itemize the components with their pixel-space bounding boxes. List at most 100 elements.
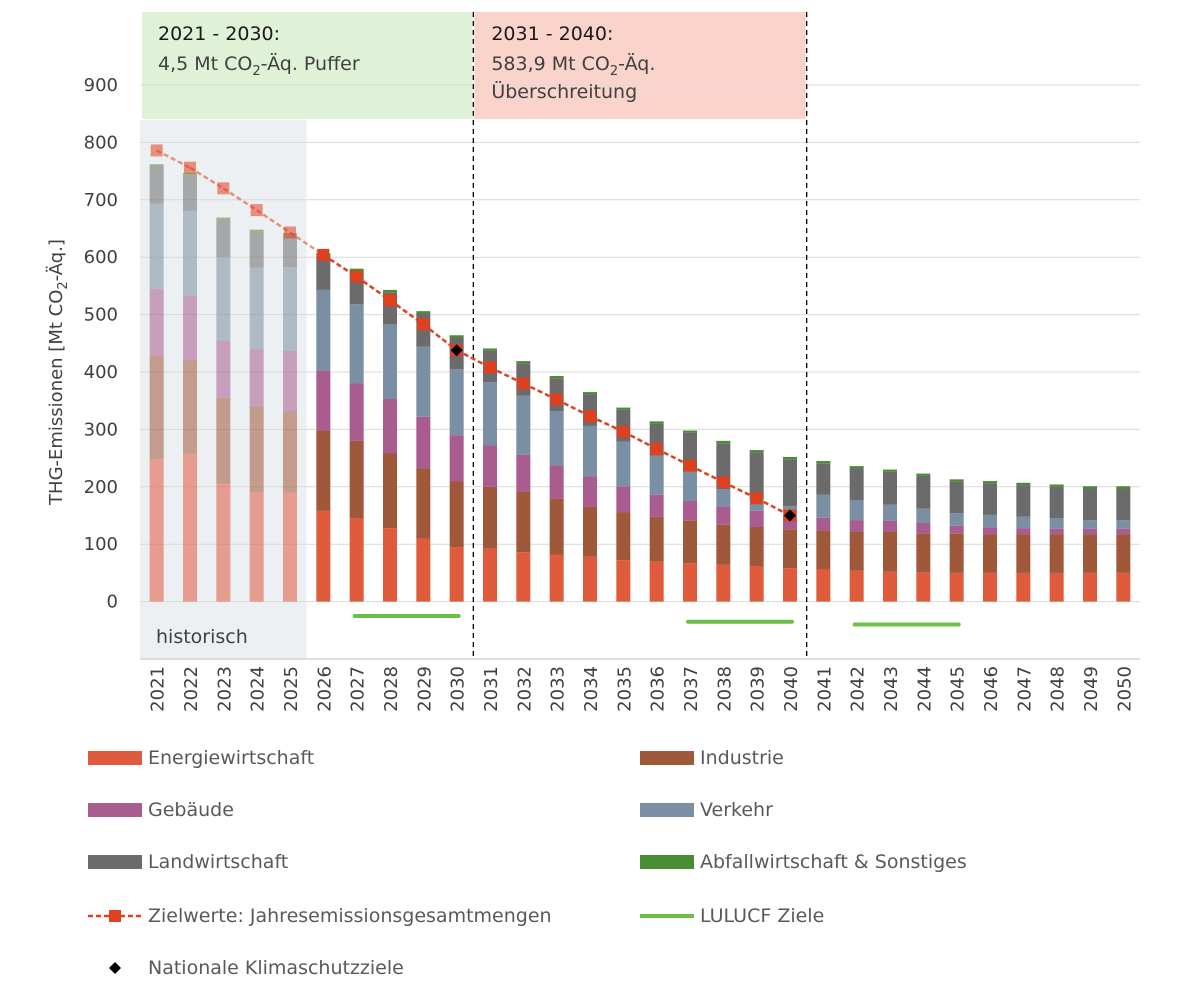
bar-segment-2 [283,411,297,493]
bar-segment-4 [549,411,564,466]
bar-segment-3 [183,295,197,360]
x-tick-label: 2039 [748,666,769,712]
bar-segment-6 [216,217,231,220]
x-tick-label: 2027 [348,666,369,712]
bar-segment-5 [316,255,331,290]
bar-segment-4 [583,425,597,477]
bar-segment-1 [1049,572,1064,602]
bar-segment-3 [749,510,764,527]
bar-segment-1 [616,560,631,602]
y-tick-label: 700 [84,190,118,211]
bar-segment-6 [583,392,597,395]
x-tick-label: 2030 [448,666,469,712]
bar-segment-2 [216,397,231,484]
y-axis-title-part: THG-Emissionen [Mt CO [46,290,67,506]
bar-segment-3 [283,350,297,412]
bar-segment-4 [383,324,397,399]
bar-segment-3 [1049,528,1064,535]
bar-segment-5 [216,219,231,258]
bar-segment-5 [849,468,864,501]
x-tick-label: 2022 [181,666,202,712]
bar-segment-4 [483,382,497,446]
x-tick-label: 2028 [381,666,402,712]
bar-segment-6 [949,479,964,482]
bar-segment-2 [649,516,664,562]
bar-segment-2 [416,468,431,539]
bar-segment-3 [683,500,697,521]
target-line-segment [756,497,791,517]
bar-segment-6 [1116,486,1131,489]
legend-label: Zielwerte: Jahresemissionsgesamtmengen [148,905,552,927]
bar-segment-3 [516,454,531,492]
bar-segment-1 [183,453,197,602]
x-tick-label: 2034 [581,666,602,712]
target-marker [150,144,163,157]
bar-segment-6 [183,172,197,176]
bar-segment-3 [916,522,931,534]
bar-segment-3 [1116,528,1131,535]
bar-segment-4 [1083,520,1097,529]
bar-segment-6 [383,289,397,293]
bar-segment-1 [549,554,564,602]
x-tick-label: 2042 [848,666,869,712]
bar-segment-2 [1016,534,1031,573]
x-tick-label: 2048 [1048,666,1069,712]
legend-label: Industrie [700,747,784,769]
period-title: 2031 - 2040: [491,23,613,45]
x-tick-label: 2031 [481,666,502,712]
period-value-subscript: 2 [610,64,618,79]
bar-segment-2 [483,486,497,549]
bar-segment-1 [749,566,764,602]
bar-segment-6 [816,460,831,464]
bar-segment-4 [716,489,731,507]
bar-segment-3 [1016,528,1031,535]
bar-segment-3 [883,520,897,532]
bar-segment-6 [749,450,764,453]
legend-item-energiewirtschaft: Energiewirtschaft [88,746,314,770]
target-line-segment [456,349,491,369]
bar-segment-6 [449,335,464,338]
legend-swatch [88,751,142,765]
bar-segment-4 [749,499,764,511]
legend-item-zielwerte: Zielwerte: Jahresemissionsgesamtmengen [88,904,552,928]
bar-segment-6 [649,421,664,424]
bar-segment-6 [416,311,431,314]
bar-segment-3 [849,520,864,532]
bar-segment-2 [1116,534,1131,573]
target-line-segment [556,398,591,418]
bar-segment-4 [1049,518,1064,529]
period-value-line2: Überschreitung [491,80,637,103]
target-line-segment [689,464,724,484]
bar-segment-4 [983,514,997,528]
bar-segment-3 [449,435,464,482]
diamond-icon [109,962,121,974]
x-tick-label: 2024 [248,666,269,712]
bar-segment-1 [649,561,664,602]
target-marker [350,270,363,283]
bar-segment-4 [516,395,531,455]
bar-segment-1 [416,538,431,602]
period-value-subscript: 2 [252,64,260,79]
bar-segment-5 [883,471,897,505]
x-tick-label: 2043 [881,666,902,712]
legend-label: Energiewirtschaft [148,747,315,769]
bar-segment-4 [283,266,297,351]
bar-segment-4 [816,494,831,518]
bar-segment-3 [583,476,597,507]
x-tick-label: 2023 [214,666,235,712]
target-lines [150,12,961,659]
bar-segment-1 [316,510,331,602]
bar-segment-6 [716,440,731,444]
legend-swatch [640,855,694,869]
x-tick-label: 2025 [281,666,302,712]
bar-segment-1 [349,518,364,602]
bar-segment-4 [649,455,664,495]
legend-item-lulucf: LULUCF Ziele [640,904,824,928]
x-tick-label: 2033 [548,666,569,712]
y-tick-label: 100 [84,534,118,555]
period-value: 4,5 Mt CO2-Äq. Puffer [158,52,360,79]
bar-segment-1 [483,548,497,602]
legend-label: Landwirtschaft [148,851,289,873]
bar-segment-4 [249,267,264,350]
legend-item-landwirtschaft: Landwirtschaft [88,850,288,874]
